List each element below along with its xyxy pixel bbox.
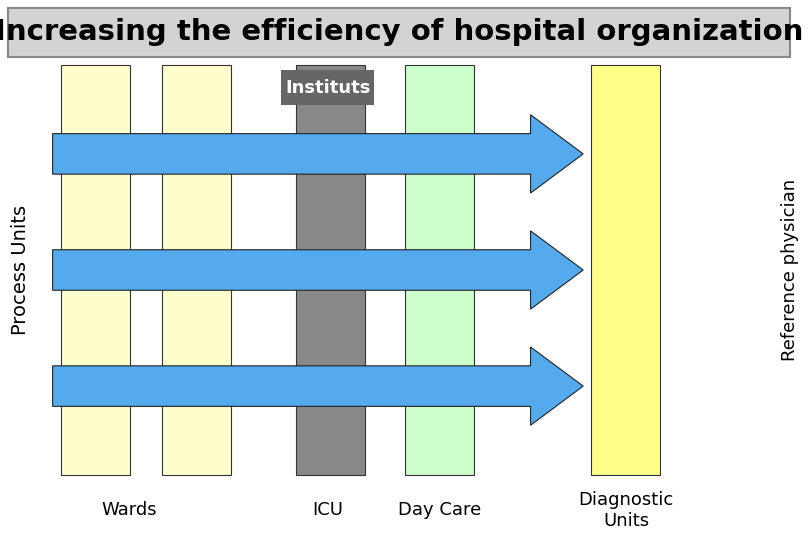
Bar: [591, 65, 660, 475]
Bar: [405, 65, 474, 475]
Bar: [281, 70, 374, 105]
Text: Increasing the efficiency of hospital organization: Increasing the efficiency of hospital or…: [0, 18, 803, 46]
Text: Reference physician: Reference physician: [781, 179, 799, 361]
Bar: [162, 65, 231, 475]
Text: Wards: Wards: [102, 501, 157, 519]
Text: Instituts: Instituts: [285, 79, 370, 97]
Bar: [61, 65, 130, 475]
FancyArrow shape: [53, 347, 583, 426]
Text: Process Units: Process Units: [11, 205, 30, 335]
Bar: [8, 8, 790, 57]
FancyArrow shape: [53, 115, 583, 193]
Bar: [296, 65, 364, 475]
FancyArrow shape: [53, 231, 583, 309]
Text: Diagnostic
Units: Diagnostic Units: [578, 491, 674, 530]
Text: Day Care: Day Care: [399, 501, 481, 519]
Text: ICU: ICU: [313, 501, 343, 519]
